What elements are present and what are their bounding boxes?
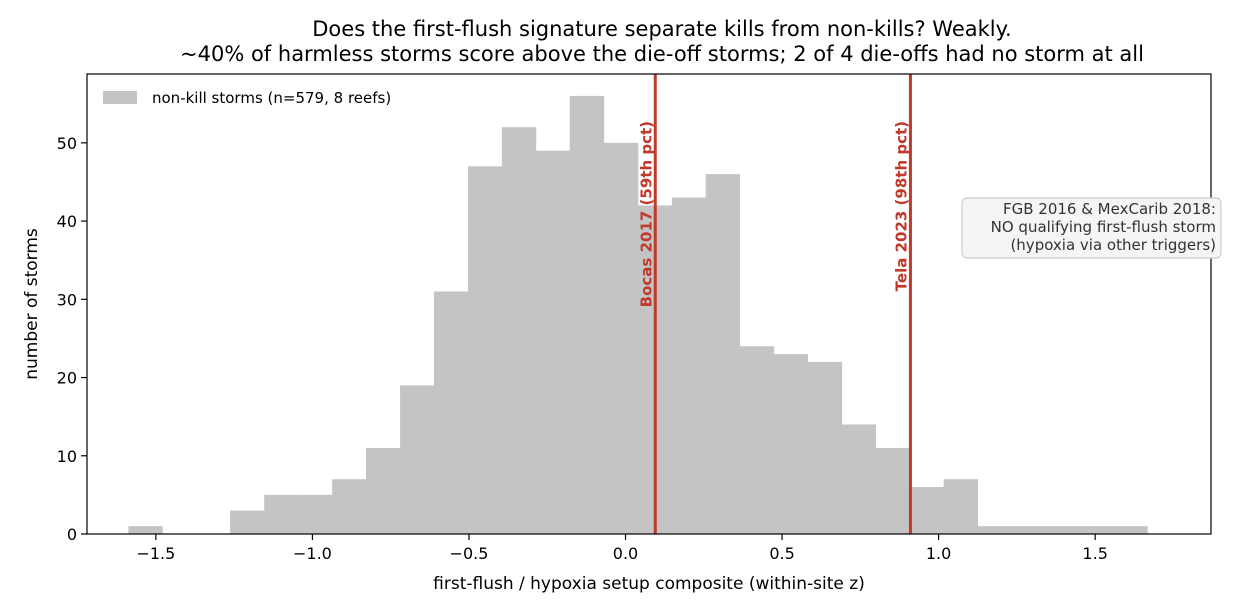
histogram-bar <box>535 150 571 535</box>
histogram-bar <box>875 447 911 534</box>
histogram-bar <box>909 487 944 534</box>
histogram-bar <box>1079 526 1114 534</box>
histogram-bar <box>332 479 367 534</box>
histogram-bar <box>603 142 639 534</box>
histogram-bar <box>671 197 707 535</box>
y-axis-label: number of storms <box>22 228 42 380</box>
histogram-bar <box>807 361 843 534</box>
histogram-bar <box>400 385 435 534</box>
legend-label: non-kill storms (n=579, 8 reefs) <box>152 89 391 107</box>
x-tick-label: −1.5 <box>136 544 175 563</box>
annotation-line-3: (hypoxia via other triggers) <box>1010 236 1216 254</box>
chart-title: Does the first-flush signature separate … <box>312 17 1011 41</box>
histogram-bar <box>433 291 469 534</box>
histogram-bar <box>841 424 876 534</box>
histogram-bar <box>501 127 537 534</box>
reference-line-label: Tela 2023 (98th pct) <box>892 121 910 291</box>
annotation-line-2: NO qualifying first-flush storm <box>991 218 1216 236</box>
y-tick-label: 20 <box>57 369 77 388</box>
y-axis-ticks: 0 10 20 30 40 50 <box>57 134 87 544</box>
histogram-bar <box>230 510 265 534</box>
histogram-bar <box>977 526 1012 534</box>
annotation-background <box>961 197 1222 259</box>
histogram-bar <box>705 174 741 534</box>
x-tick-label: 1.0 <box>926 544 951 563</box>
histogram-bar <box>365 447 401 534</box>
y-tick-label: 40 <box>57 212 77 231</box>
x-axis-label: first-flush / hypoxia setup composite (w… <box>433 574 865 594</box>
x-tick-label: −0.5 <box>450 544 489 563</box>
histogram-bar <box>128 526 163 534</box>
y-tick-label: 0 <box>67 525 77 544</box>
plot-frame <box>86 73 1212 535</box>
x-tick-label: 0.0 <box>613 544 638 563</box>
histogram-bar <box>569 95 605 535</box>
histogram-bars <box>128 95 1148 535</box>
y-tick-label: 10 <box>57 447 77 466</box>
x-tick-label: 0.5 <box>769 544 794 563</box>
histogram-bar <box>468 166 503 534</box>
histogram-bar <box>943 479 978 534</box>
chart-subtitle: ~40% of harmless storms score above the … <box>180 42 1144 66</box>
annotation-box: FGB 2016 & MexCarib 2018: NO qualifying … <box>961 197 1222 259</box>
reference-line-label: Bocas 2017 (59th pct) <box>637 121 655 307</box>
annotation-line-1: FGB 2016 & MexCarib 2018: <box>1003 200 1216 218</box>
legend: non-kill storms (n=579, 8 reefs) <box>103 89 391 107</box>
histogram-bar <box>298 494 333 534</box>
y-tick-label: 30 <box>57 290 77 309</box>
x-tick-label: 1.5 <box>1082 544 1107 563</box>
x-tick-label: −1.0 <box>293 544 332 563</box>
histogram-bar <box>1011 526 1046 534</box>
x-axis-ticks: −1.5 −1.0 −0.5 0.0 0.5 1.0 1.5 <box>136 534 1108 563</box>
legend-swatch <box>103 91 137 104</box>
histogram-bar <box>739 346 775 534</box>
reference-lines: Bocas 2017 (59th pct) Tela 2023 (98th pct… <box>637 74 912 534</box>
histogram-bar <box>1113 526 1148 534</box>
histogram-bar <box>1045 526 1080 534</box>
histogram-bar <box>264 494 299 534</box>
histogram-bar <box>773 354 808 534</box>
y-tick-label: 50 <box>57 134 77 153</box>
